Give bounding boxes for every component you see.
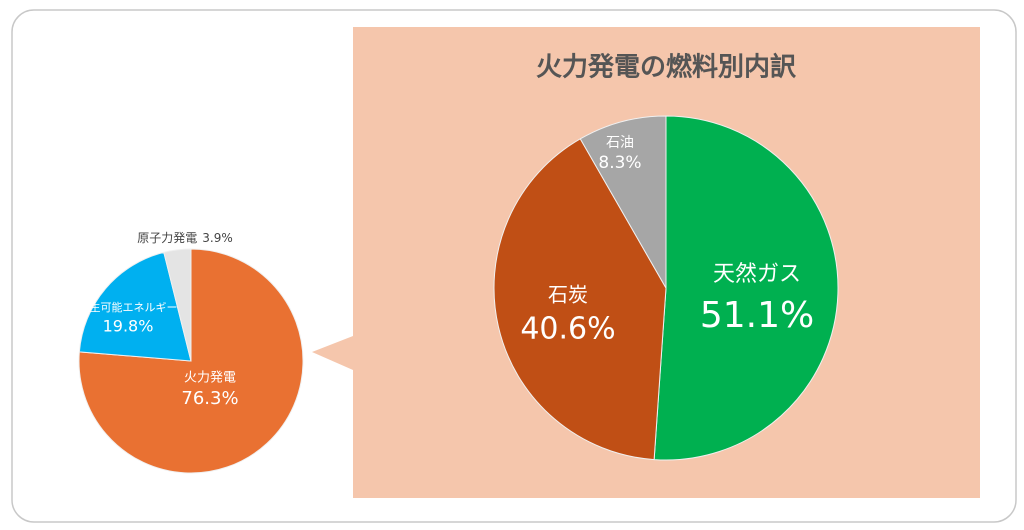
- pie-slice: [653, 115, 839, 461]
- value-label: 51.1%: [700, 295, 814, 336]
- value-label: 19.8%: [103, 317, 154, 336]
- category-label: 天然ガス: [713, 262, 801, 287]
- category-label: 石油: [606, 135, 634, 151]
- value-label: 76.3%: [181, 388, 238, 409]
- pie-slice: [579, 115, 667, 290]
- category-label: 原子力発電: [137, 231, 197, 245]
- category-label: 再生可能エネルギー: [79, 300, 178, 314]
- callout-pointer: [312, 336, 353, 370]
- value-label: 40.6%: [520, 312, 615, 347]
- slice-label: 原子力発電 3.9%: [137, 231, 233, 245]
- pie-slice: [78, 251, 192, 362]
- category-label: 石炭: [548, 283, 588, 307]
- category-label: 火力発電: [184, 371, 236, 386]
- pie-slice: [163, 248, 192, 362]
- value-label: 3.9%: [202, 231, 233, 245]
- value-label: 8.3%: [598, 153, 641, 173]
- chart-title: 火力発電の燃料別内訳: [536, 52, 797, 83]
- pie-slice: [493, 138, 667, 461]
